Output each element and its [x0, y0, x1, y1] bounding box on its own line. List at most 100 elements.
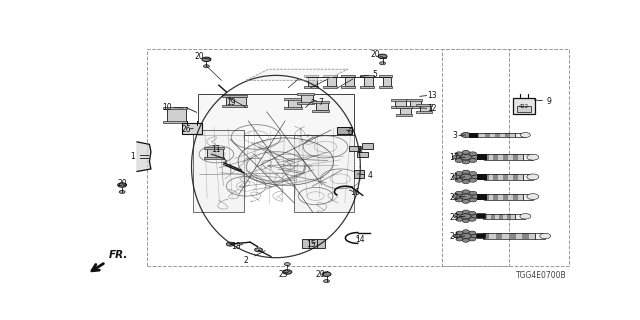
Text: 20: 20 [316, 270, 325, 279]
Bar [204, 147, 225, 149]
Bar [167, 108, 186, 122]
Circle shape [460, 174, 472, 180]
Bar [312, 100, 329, 103]
Text: 15: 15 [306, 240, 316, 249]
Circle shape [469, 198, 477, 202]
Circle shape [472, 155, 479, 159]
Bar [503, 213, 508, 219]
Bar [513, 154, 518, 160]
Bar [207, 148, 223, 158]
Circle shape [380, 62, 385, 65]
Bar [509, 233, 516, 239]
Bar [499, 213, 503, 219]
Text: 10: 10 [162, 103, 172, 112]
Circle shape [460, 194, 472, 199]
Text: 26: 26 [182, 125, 191, 134]
Circle shape [527, 154, 539, 160]
Bar [499, 174, 503, 180]
Circle shape [455, 191, 463, 195]
Bar [284, 98, 301, 100]
Bar [488, 194, 493, 200]
Circle shape [456, 218, 463, 221]
Bar [391, 107, 407, 108]
Circle shape [452, 155, 460, 159]
Bar [518, 154, 523, 160]
Bar [163, 121, 187, 123]
Text: 21: 21 [450, 173, 460, 182]
Bar [309, 239, 317, 248]
Text: 8: 8 [358, 146, 363, 155]
Bar [484, 194, 488, 200]
Circle shape [452, 195, 460, 198]
Bar [479, 132, 484, 138]
Bar [337, 127, 352, 133]
Bar [222, 95, 247, 97]
Bar [484, 154, 523, 160]
Bar [523, 174, 533, 180]
Circle shape [238, 138, 333, 185]
Bar [505, 132, 510, 138]
Text: 19: 19 [227, 98, 236, 107]
Bar [410, 100, 420, 107]
Text: 16: 16 [351, 188, 360, 197]
Circle shape [455, 198, 463, 202]
Circle shape [452, 175, 460, 179]
Circle shape [469, 191, 477, 195]
Bar [523, 194, 533, 200]
Bar [442, 50, 568, 266]
Circle shape [469, 178, 477, 182]
Bar [518, 174, 523, 180]
Circle shape [378, 54, 387, 59]
Bar [490, 132, 495, 138]
Bar [515, 213, 525, 219]
Bar [529, 233, 535, 239]
Text: 25: 25 [278, 270, 288, 279]
Circle shape [468, 231, 476, 235]
Polygon shape [137, 142, 151, 172]
Bar [484, 132, 490, 138]
Circle shape [527, 194, 539, 200]
Bar [204, 157, 225, 159]
Bar [147, 50, 509, 266]
Bar [227, 97, 246, 106]
Text: 20: 20 [194, 52, 204, 61]
Circle shape [284, 263, 291, 266]
Bar [495, 213, 499, 219]
Text: 1: 1 [130, 152, 134, 161]
Text: 20: 20 [117, 179, 127, 188]
Bar [491, 213, 495, 219]
Bar [488, 174, 493, 180]
Bar [510, 132, 515, 138]
Bar [503, 154, 508, 160]
Text: 4: 4 [368, 171, 372, 180]
Circle shape [520, 213, 531, 219]
Circle shape [462, 170, 470, 174]
Circle shape [469, 152, 477, 156]
Circle shape [472, 214, 479, 218]
Circle shape [462, 210, 469, 213]
Circle shape [456, 231, 463, 235]
Bar [383, 76, 392, 86]
Text: 11: 11 [212, 145, 221, 154]
Text: 22: 22 [450, 193, 460, 202]
Bar [396, 107, 412, 108]
Bar [503, 194, 508, 200]
Bar [391, 99, 407, 101]
Circle shape [462, 160, 470, 164]
Circle shape [461, 132, 471, 138]
Bar [400, 108, 411, 115]
Bar [297, 93, 314, 95]
Circle shape [462, 219, 469, 222]
Text: 2: 2 [244, 256, 248, 265]
Circle shape [455, 152, 463, 156]
Bar [379, 75, 392, 77]
Bar [304, 86, 318, 88]
Bar [483, 213, 486, 219]
Circle shape [460, 155, 472, 160]
Bar [323, 86, 337, 88]
Circle shape [462, 230, 469, 233]
Bar [341, 86, 355, 88]
Bar [288, 100, 301, 108]
Bar [508, 154, 513, 160]
Bar [406, 107, 422, 108]
